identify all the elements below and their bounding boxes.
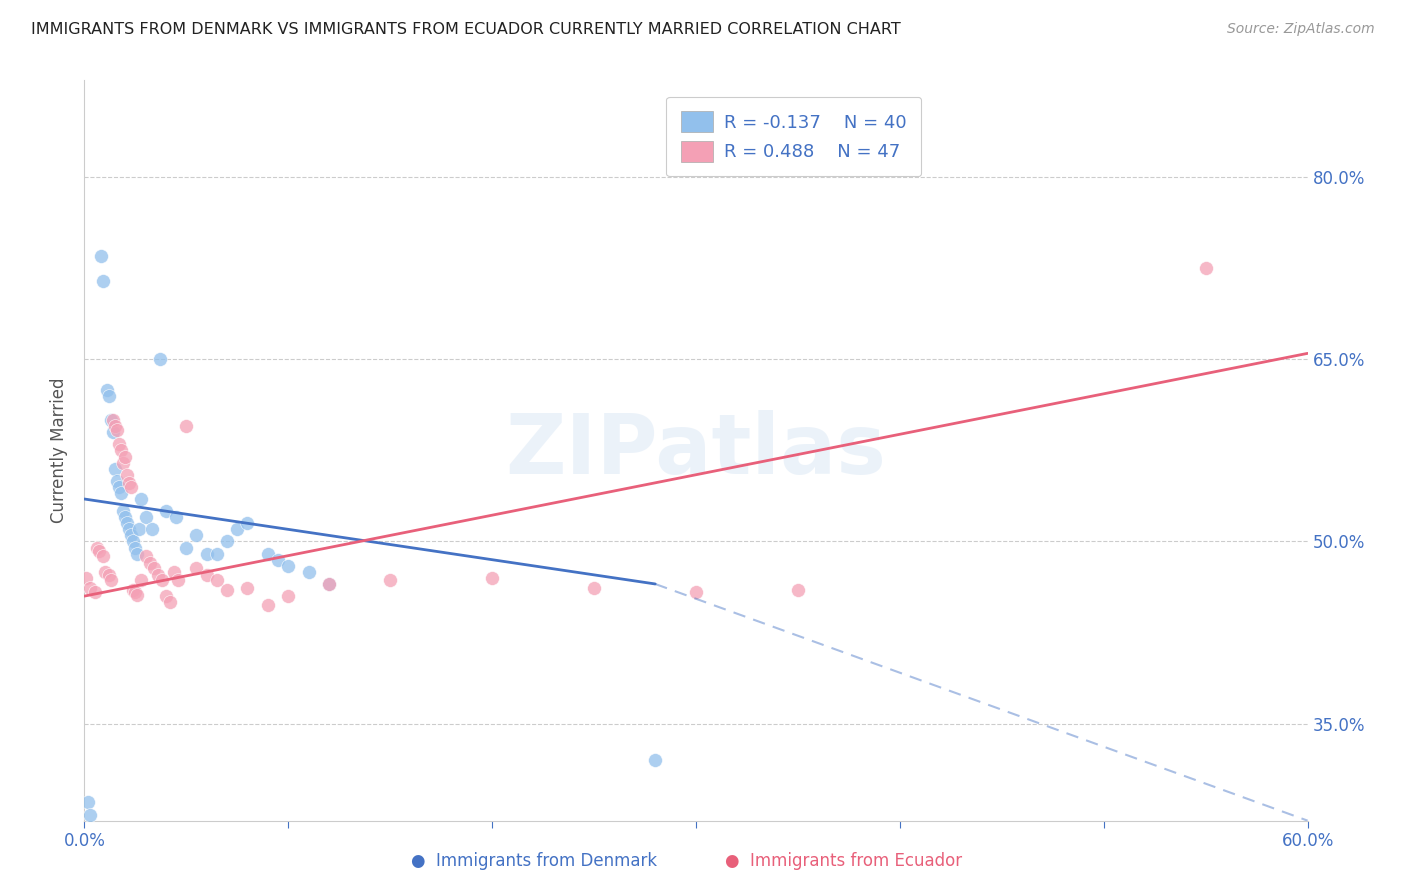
Point: [87, 544, 110, 558]
Point: [138, 557, 160, 571]
Point: [380, 574, 402, 588]
Point: [131, 491, 153, 506]
Point: [277, 589, 299, 603]
Point: [97, 389, 120, 403]
Point: [236, 581, 259, 595]
Point: [217, 534, 239, 549]
Point: [149, 352, 172, 367]
Point: [118, 522, 141, 536]
Point: [165, 510, 187, 524]
Point: [685, 585, 707, 599]
Point: [79, 807, 101, 822]
Point: [104, 461, 127, 475]
Text: IMMIGRANTS FROM DENMARK VS IMMIGRANTS FROM ECUADOR CURRENTLY MARRIED CORRELATION: IMMIGRANTS FROM DENMARK VS IMMIGRANTS FR…: [31, 22, 901, 37]
Point: [108, 480, 131, 494]
Point: [77, 796, 100, 810]
Point: [195, 568, 218, 582]
Point: [186, 561, 208, 575]
Point: [105, 423, 128, 437]
Point: [205, 547, 228, 561]
Point: [112, 504, 135, 518]
Point: [142, 561, 165, 575]
Point: [96, 383, 118, 397]
Point: [787, 582, 810, 597]
Text: ●  Immigrants from Denmark: ● Immigrants from Denmark: [411, 852, 658, 870]
Point: [150, 574, 173, 588]
Text: Source: ZipAtlas.com: Source: ZipAtlas.com: [1227, 22, 1375, 37]
Point: [257, 547, 280, 561]
Point: [155, 589, 177, 603]
Point: [195, 547, 218, 561]
Point: [100, 574, 122, 588]
Point: [93, 565, 115, 579]
Point: [122, 534, 145, 549]
Point: [105, 474, 128, 488]
Point: [583, 581, 606, 595]
Point: [124, 585, 146, 599]
Point: [257, 598, 280, 612]
Point: [86, 541, 108, 555]
Point: [110, 486, 132, 500]
Point: [131, 574, 153, 588]
Point: [1195, 261, 1218, 276]
Point: [100, 413, 122, 427]
Point: [115, 467, 138, 482]
Point: [124, 541, 146, 555]
Point: [186, 528, 208, 542]
Point: [174, 541, 197, 555]
Text: ZIPatlas: ZIPatlas: [506, 410, 886, 491]
Point: [481, 571, 503, 585]
Point: [163, 565, 186, 579]
Point: [101, 425, 124, 440]
Point: [318, 577, 340, 591]
Point: [167, 574, 190, 588]
Point: [141, 522, 163, 536]
Point: [75, 571, 97, 585]
Point: [277, 558, 299, 573]
Point: [159, 595, 181, 609]
Point: [120, 480, 142, 494]
Point: [217, 582, 239, 597]
Point: [114, 510, 136, 524]
Point: [115, 516, 138, 531]
Point: [174, 419, 197, 434]
Point: [118, 476, 141, 491]
Point: [90, 249, 112, 263]
Point: [127, 588, 149, 602]
Point: [135, 510, 157, 524]
Point: [127, 547, 149, 561]
Point: [267, 552, 290, 566]
Point: [298, 565, 321, 579]
Point: [236, 516, 259, 531]
Point: [146, 568, 169, 582]
Point: [205, 574, 228, 588]
Point: [122, 582, 145, 597]
Text: ●  Immigrants from Ecuador: ● Immigrants from Ecuador: [725, 852, 962, 870]
Point: [318, 577, 340, 591]
Point: [91, 274, 114, 288]
Point: [226, 522, 249, 536]
Point: [79, 581, 101, 595]
Point: [155, 504, 177, 518]
Point: [644, 753, 666, 767]
Point: [128, 522, 150, 536]
Point: [110, 443, 132, 458]
Point: [108, 437, 131, 451]
Point: [135, 549, 157, 563]
Point: [83, 585, 105, 599]
Point: [120, 528, 142, 542]
Point: [104, 419, 127, 434]
Point: [112, 456, 135, 470]
Point: [101, 413, 124, 427]
Point: [97, 568, 120, 582]
Y-axis label: Currently Married: Currently Married: [51, 377, 69, 524]
Point: [91, 549, 114, 563]
Point: [114, 450, 136, 464]
Legend: R = -0.137    N = 40, R = 0.488    N = 47: R = -0.137 N = 40, R = 0.488 N = 47: [666, 96, 921, 177]
